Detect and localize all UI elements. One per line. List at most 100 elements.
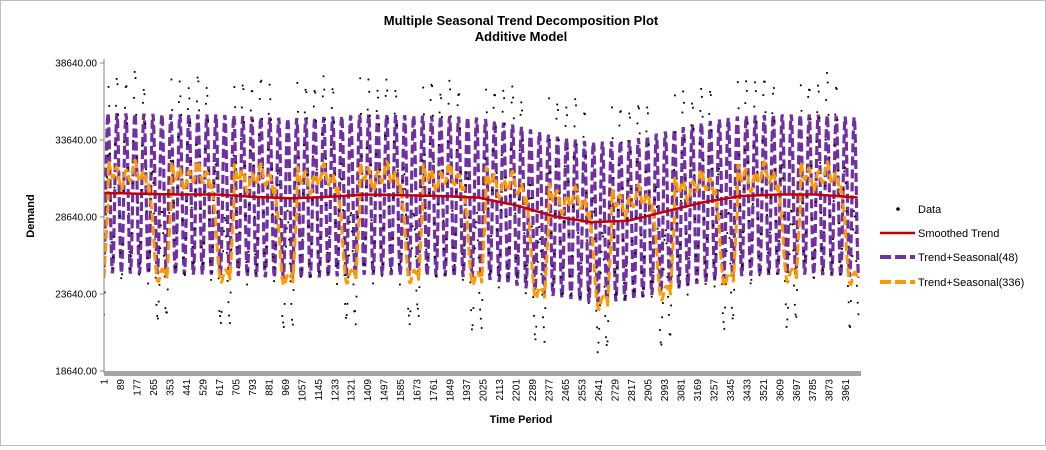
data-point bbox=[260, 79, 263, 82]
data-point bbox=[153, 212, 156, 215]
data-point bbox=[385, 78, 388, 81]
data-point bbox=[240, 138, 242, 140]
data-point bbox=[120, 277, 123, 280]
data-point bbox=[712, 262, 715, 264]
data-point bbox=[159, 247, 162, 250]
data-point bbox=[404, 188, 407, 190]
data-point bbox=[557, 139, 560, 141]
data-point bbox=[856, 284, 858, 287]
data-point bbox=[249, 109, 252, 112]
data-point bbox=[603, 285, 606, 288]
data-point bbox=[264, 265, 266, 268]
data-point bbox=[407, 307, 410, 310]
legend-item-seasonal-48: Trend+Seasonal(48) bbox=[880, 252, 1018, 264]
data-point bbox=[503, 122, 506, 125]
data-point bbox=[273, 280, 275, 282]
data-point bbox=[254, 253, 257, 256]
data-point bbox=[681, 111, 684, 114]
data-point bbox=[435, 275, 438, 278]
data-point bbox=[746, 122, 749, 124]
data-point bbox=[307, 225, 310, 228]
x-tick-label: 1497 bbox=[380, 379, 391, 402]
data-point bbox=[461, 253, 463, 255]
data-point bbox=[239, 193, 242, 196]
data-point bbox=[737, 107, 740, 110]
data-point bbox=[283, 303, 286, 305]
data-point bbox=[614, 271, 616, 273]
data-point bbox=[273, 266, 276, 269]
data-point bbox=[424, 207, 427, 210]
x-tick-label: 2817 bbox=[627, 379, 638, 402]
data-point bbox=[179, 95, 182, 98]
data-point bbox=[156, 315, 159, 317]
data-point bbox=[306, 117, 308, 120]
data-point bbox=[482, 211, 485, 214]
data-point bbox=[848, 324, 851, 327]
data-point bbox=[851, 255, 854, 257]
data-point bbox=[683, 101, 685, 104]
data-point bbox=[686, 293, 689, 296]
data-point bbox=[743, 149, 746, 151]
data-point bbox=[392, 196, 395, 199]
data-point bbox=[241, 84, 244, 87]
data-point bbox=[279, 218, 281, 220]
x-tick-label: 2465 bbox=[561, 379, 572, 402]
x-tick-label: 1233 bbox=[330, 379, 341, 402]
data-point bbox=[831, 261, 834, 264]
data-point bbox=[776, 272, 779, 275]
data-point bbox=[796, 289, 798, 291]
data-point bbox=[605, 344, 608, 346]
data-point bbox=[775, 250, 778, 252]
data-point bbox=[232, 154, 235, 157]
data-point bbox=[324, 118, 326, 121]
data-point bbox=[440, 97, 442, 100]
data-point bbox=[733, 288, 735, 291]
data-point bbox=[442, 219, 445, 222]
data-point bbox=[577, 232, 580, 234]
data-point bbox=[578, 272, 580, 275]
x-tick-label: 1 bbox=[100, 379, 111, 385]
data-point bbox=[590, 215, 593, 218]
data-point bbox=[828, 156, 831, 159]
data-point bbox=[698, 142, 701, 145]
data-point bbox=[211, 246, 214, 248]
data-point bbox=[635, 216, 637, 219]
data-point bbox=[789, 223, 792, 226]
x-tick-label: 89 bbox=[116, 379, 127, 391]
data-point bbox=[386, 89, 389, 92]
data-point bbox=[291, 323, 294, 326]
data-point bbox=[611, 137, 614, 140]
data-point bbox=[515, 275, 518, 278]
data-point bbox=[511, 85, 514, 88]
x-tick-label: 881 bbox=[264, 379, 275, 396]
data-point bbox=[642, 287, 645, 289]
data-point bbox=[763, 80, 766, 83]
data-point bbox=[222, 250, 224, 253]
data-point bbox=[109, 152, 111, 155]
data-point bbox=[110, 241, 113, 244]
data-point bbox=[810, 164, 813, 167]
data-point bbox=[476, 239, 479, 242]
data-point bbox=[491, 189, 493, 192]
data-point bbox=[148, 251, 151, 253]
data-point bbox=[402, 179, 404, 182]
data-point bbox=[689, 165, 692, 167]
data-point bbox=[616, 266, 619, 269]
data-point bbox=[277, 169, 280, 172]
data-point bbox=[177, 135, 180, 138]
data-point bbox=[773, 120, 776, 123]
data-point bbox=[233, 86, 236, 88]
data-point bbox=[656, 206, 658, 208]
data-point bbox=[714, 276, 717, 279]
data-point bbox=[121, 243, 124, 245]
data-point bbox=[518, 198, 520, 201]
data-point bbox=[730, 291, 732, 294]
data-point bbox=[317, 251, 320, 254]
data-point bbox=[488, 272, 491, 275]
data-point bbox=[107, 86, 110, 88]
x-tick-label: 2729 bbox=[611, 379, 622, 402]
data-point bbox=[345, 316, 347, 319]
data-point bbox=[278, 183, 281, 186]
x-tick-label: 1057 bbox=[297, 379, 308, 402]
data-point bbox=[712, 224, 714, 227]
